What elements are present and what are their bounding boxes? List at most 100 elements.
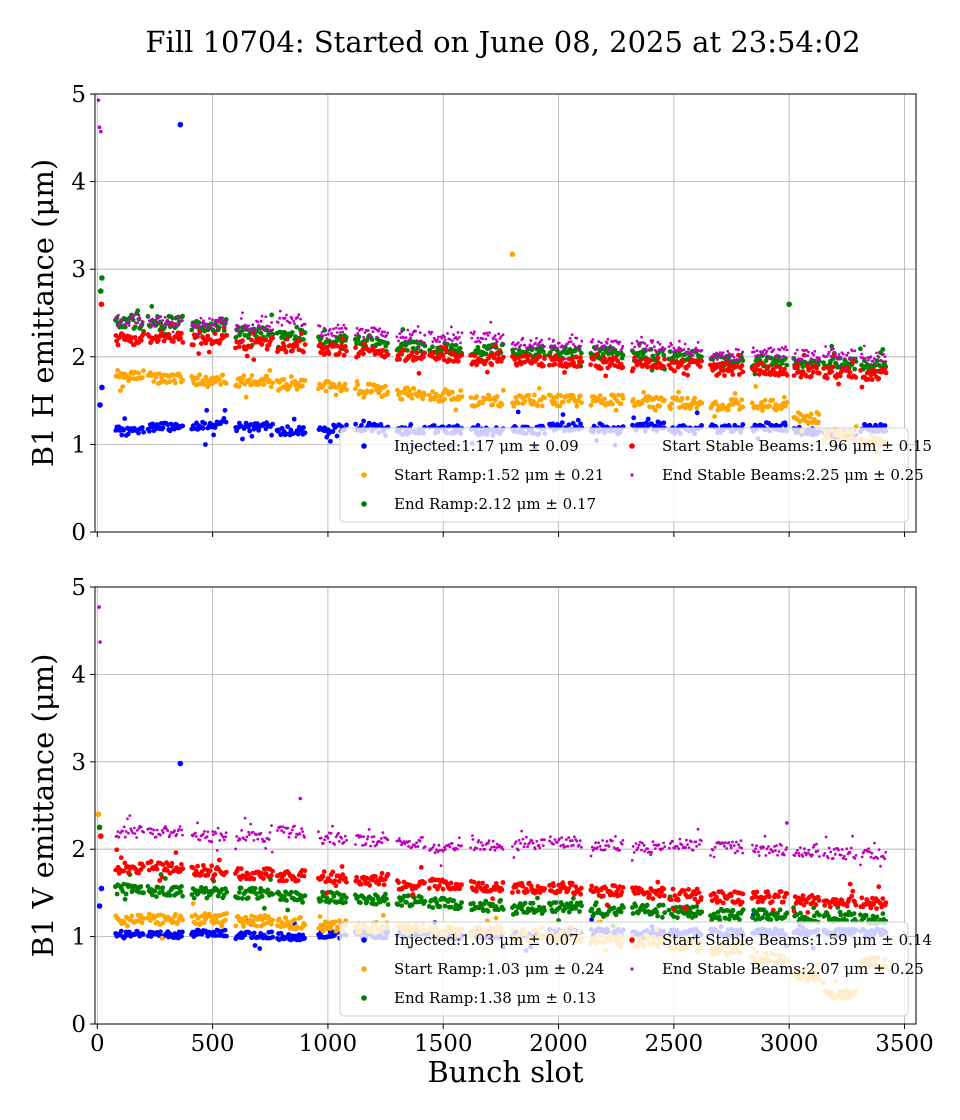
point: [136, 430, 141, 436]
point: [600, 351, 606, 357]
point: [381, 882, 387, 888]
point: [541, 349, 546, 355]
point: [661, 352, 667, 358]
point: [440, 352, 446, 358]
point: [470, 336, 474, 340]
point: [579, 359, 585, 365]
point: [254, 923, 260, 929]
point: [593, 900, 599, 905]
point: [884, 360, 888, 363]
point: [778, 348, 782, 352]
point: [691, 353, 695, 357]
point: [883, 355, 887, 358]
point: [335, 331, 339, 334]
point: [737, 348, 740, 352]
point: [825, 355, 829, 358]
point: [421, 353, 425, 357]
point: [596, 892, 602, 898]
point: [302, 342, 308, 347]
point: [259, 342, 265, 347]
point: [657, 893, 663, 899]
point: [709, 357, 712, 361]
point: [301, 873, 307, 879]
point: [336, 323, 340, 327]
point: [784, 362, 790, 368]
point: [675, 349, 679, 353]
point: [288, 427, 294, 433]
point: [645, 364, 650, 370]
point: [437, 904, 443, 909]
point: [370, 897, 376, 902]
point: [875, 351, 878, 355]
point: [480, 880, 485, 886]
point: [210, 326, 213, 330]
point: [445, 341, 448, 345]
point: [203, 321, 206, 325]
point: [874, 914, 880, 920]
point: [284, 898, 289, 903]
point: [577, 909, 582, 914]
point: [266, 377, 272, 383]
outlier-point: [97, 288, 104, 294]
point: [633, 345, 637, 349]
point: [480, 400, 486, 406]
point: [269, 432, 274, 438]
point: [195, 863, 201, 869]
point: [612, 347, 616, 350]
point: [293, 334, 298, 340]
point: [216, 857, 222, 863]
point: [806, 421, 811, 427]
point: [397, 356, 402, 362]
point: [674, 397, 680, 403]
point: [292, 319, 295, 323]
point: [356, 332, 360, 335]
point: [415, 339, 419, 342]
point: [224, 933, 229, 939]
point: [863, 357, 867, 360]
point: [242, 332, 248, 338]
point: [299, 331, 304, 337]
point: [459, 900, 464, 905]
point: [660, 902, 666, 908]
point: [657, 403, 663, 409]
point: [824, 345, 828, 348]
point: [324, 333, 328, 337]
point: [180, 866, 186, 872]
point: [422, 899, 428, 904]
point: [668, 406, 673, 412]
point: [453, 407, 459, 413]
point: [475, 423, 481, 428]
point: [675, 915, 680, 921]
point: [246, 895, 251, 901]
point: [204, 407, 210, 413]
point: [160, 425, 166, 431]
point: [630, 911, 636, 916]
point: [339, 331, 342, 334]
point: [330, 429, 336, 434]
point: [400, 330, 403, 334]
point: [613, 407, 619, 413]
point: [578, 885, 584, 891]
point: [579, 903, 584, 909]
point: [224, 911, 230, 916]
point: [234, 328, 238, 331]
point: [385, 389, 391, 395]
point: [135, 308, 141, 314]
point: [301, 337, 306, 342]
point: [361, 327, 364, 331]
point: [285, 313, 288, 317]
point: [159, 874, 165, 880]
point: [270, 868, 275, 874]
point: [597, 393, 603, 398]
legend-marker-end-stable-beams: [630, 473, 634, 477]
point: [209, 863, 215, 869]
point: [257, 946, 263, 951]
point: [618, 401, 624, 406]
point: [154, 320, 158, 324]
y-tick-label: 5: [71, 82, 86, 108]
point: [416, 325, 420, 328]
point: [655, 879, 661, 885]
point: [522, 399, 528, 404]
point: [260, 314, 264, 318]
